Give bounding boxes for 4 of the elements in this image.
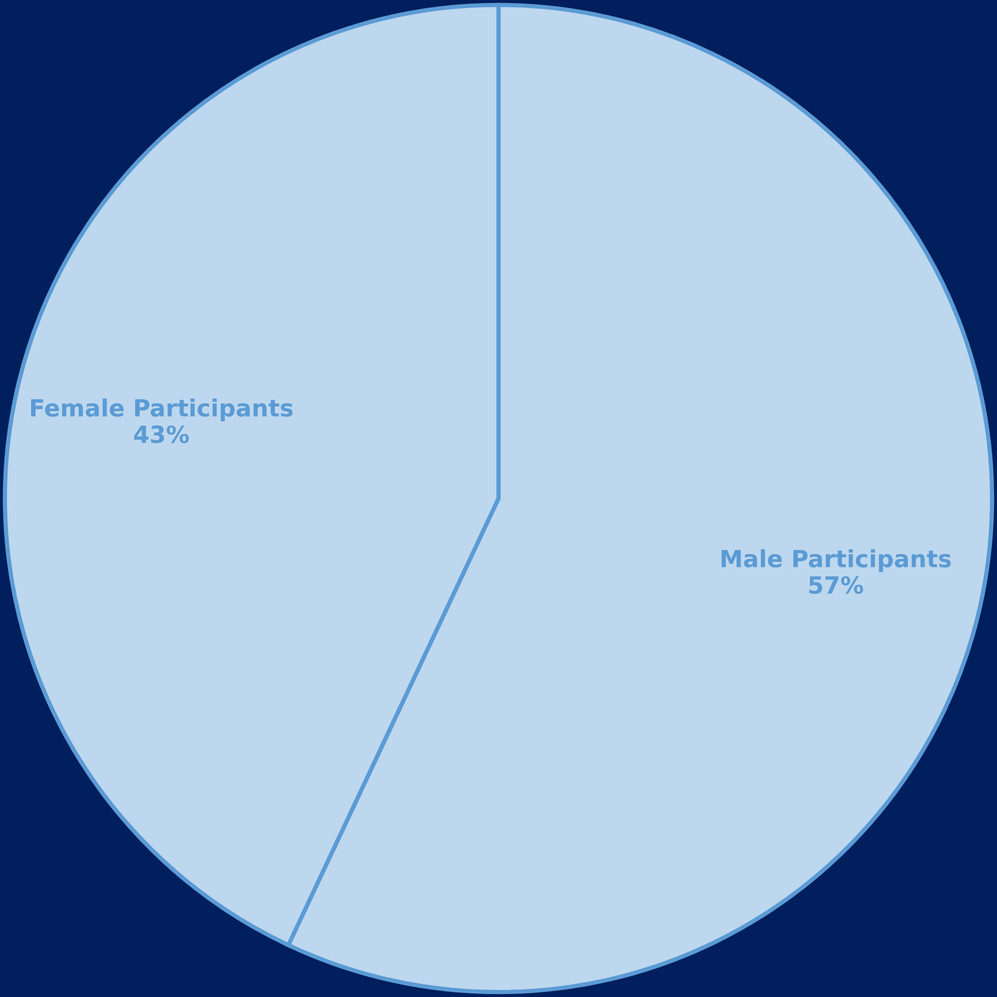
slice-label: Female Participants [31, 398, 293, 422]
data-label: 57% [809, 576, 864, 594]
data-label: 43% [134, 425, 189, 444]
slice-label: Male Participants [722, 549, 951, 572]
